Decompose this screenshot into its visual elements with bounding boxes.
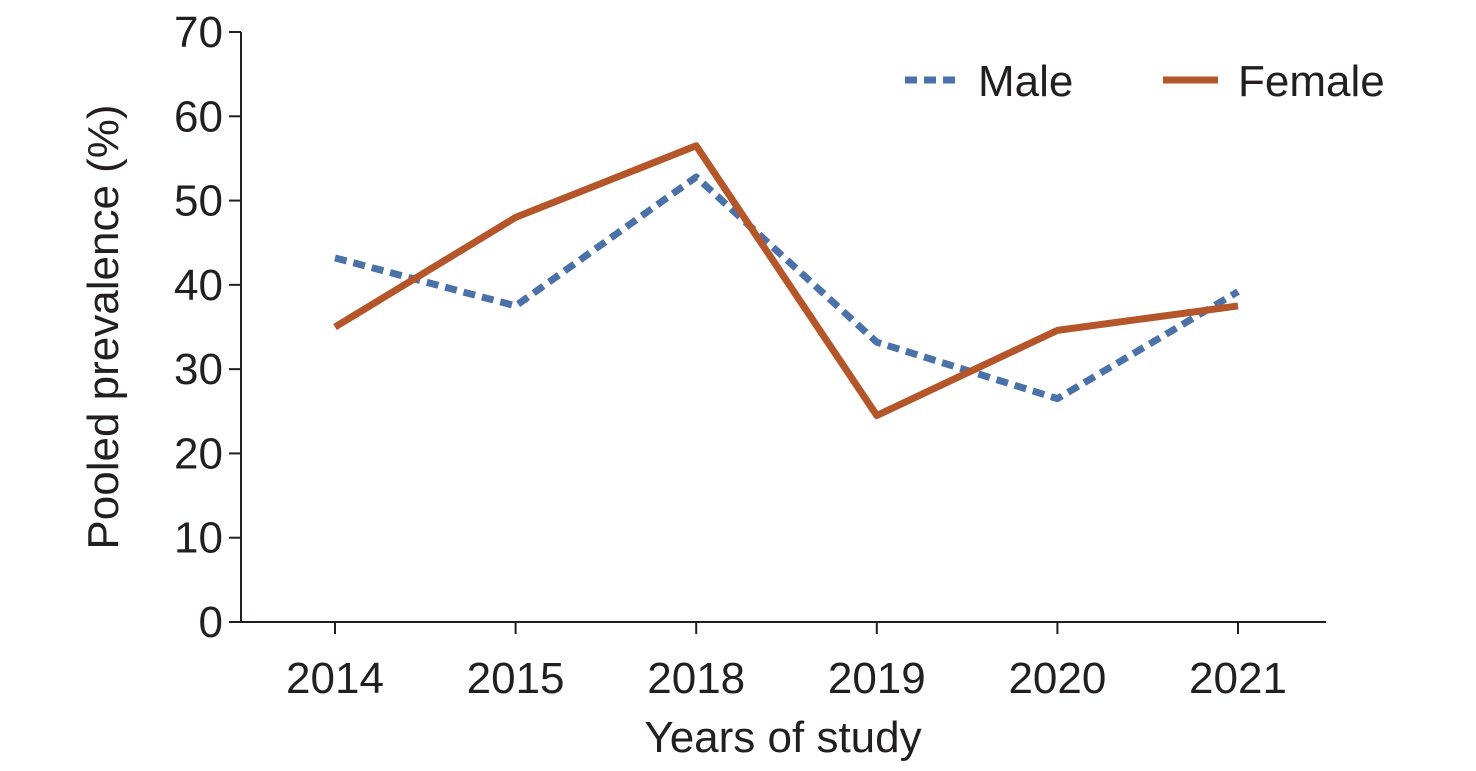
x-tick-label: 2018 [647, 654, 745, 703]
legend-label-female: Female [1238, 57, 1385, 106]
y-tick-label: 40 [174, 261, 223, 310]
series-line-male [334, 173, 1240, 403]
legend-label-male: Male [978, 57, 1073, 106]
y-tick-label: 30 [174, 345, 223, 394]
series-line-female [333, 142, 1239, 419]
y-tick-label: 70 [174, 8, 223, 57]
y-axis-title: Pooled prevalence (%) [79, 104, 128, 549]
x-tick-label: 2015 [467, 654, 565, 703]
series-layer [333, 142, 1240, 419]
x-tick-label: 2014 [286, 654, 384, 703]
y-tick-label: 60 [174, 92, 223, 141]
legend: Male Female [905, 57, 1385, 106]
x-tick-label: 2021 [1189, 654, 1287, 703]
y-tick-label: 20 [174, 429, 223, 478]
x-tick-label: 2019 [828, 654, 926, 703]
x-tick-label: 2020 [1008, 654, 1106, 703]
y-axis-ticks: 0 10 20 30 40 50 60 70 [174, 8, 241, 647]
y-tick-label: 0 [199, 598, 223, 647]
x-axis-title: Years of study [644, 713, 921, 762]
x-axis-ticks: 2014 2015 2018 2019 2020 2021 [286, 622, 1287, 703]
y-tick-label: 50 [174, 177, 223, 226]
y-tick-label: 10 [174, 514, 223, 563]
